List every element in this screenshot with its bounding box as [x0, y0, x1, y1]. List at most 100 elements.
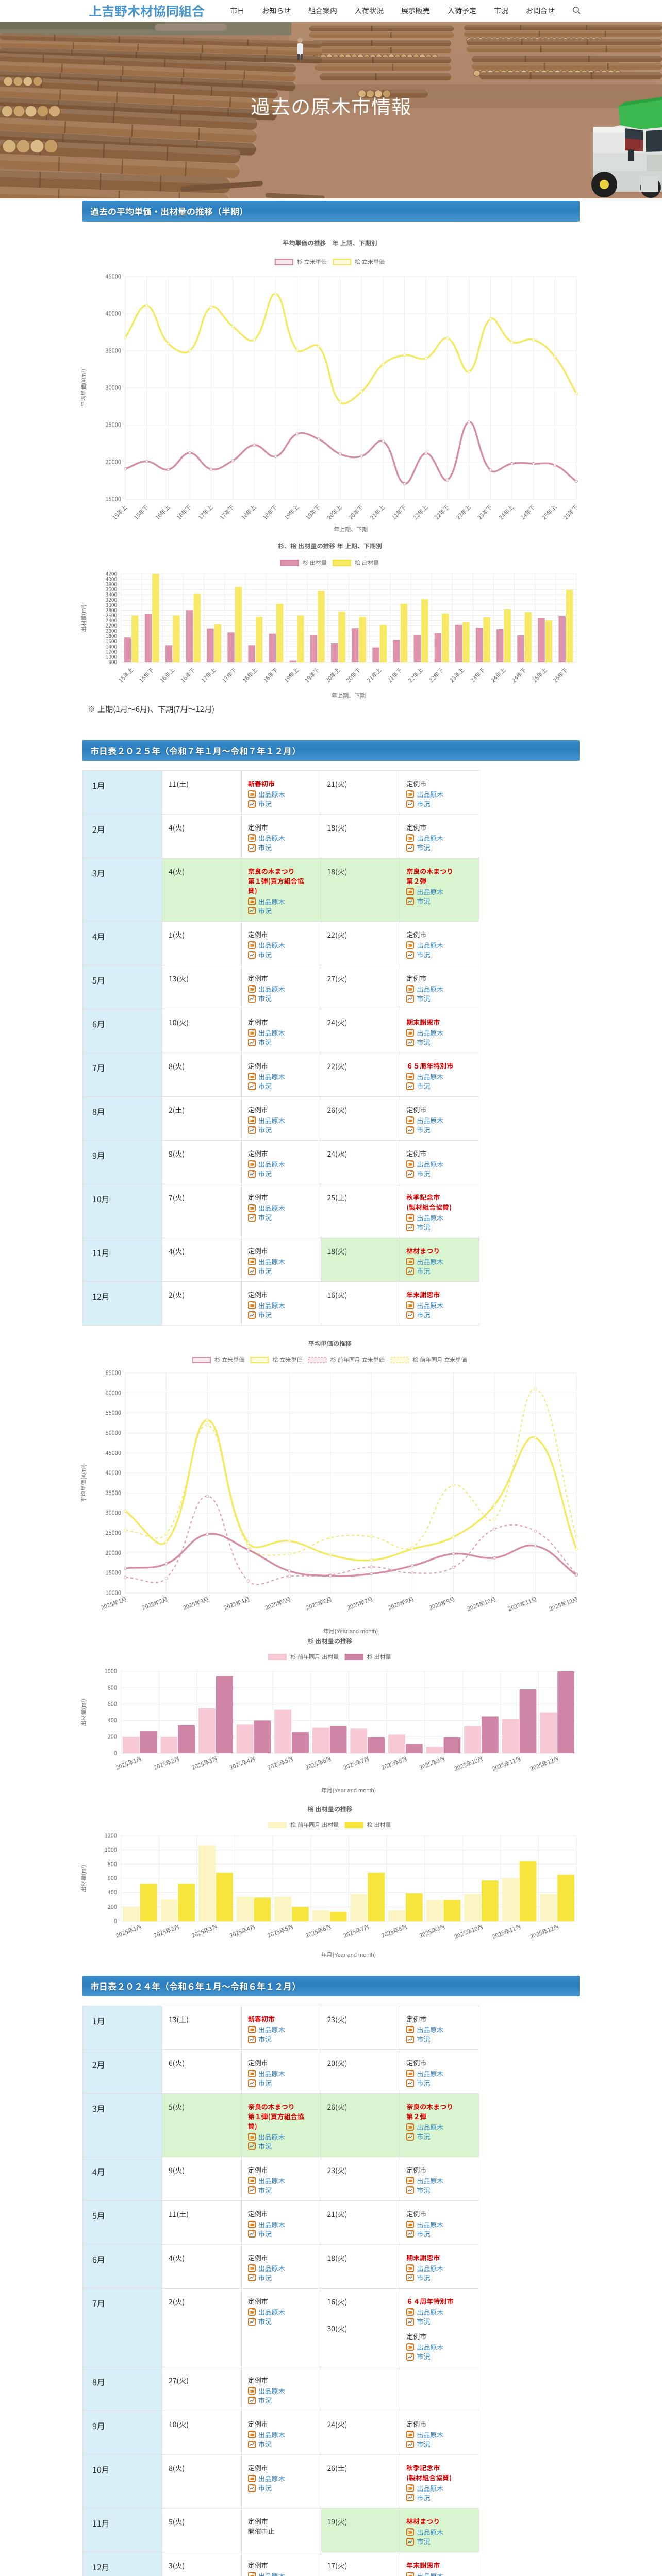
- svg-text:3800: 3800: [106, 580, 118, 588]
- svg-text:2025年10月: 2025年10月: [453, 1755, 485, 1773]
- svg-text:出材量(m³): 出材量(m³): [79, 1865, 88, 1892]
- svg-text:15000: 15000: [105, 495, 121, 503]
- svg-text:2025年5月: 2025年5月: [264, 1595, 292, 1612]
- svg-text:2025年10月: 2025年10月: [466, 1595, 498, 1613]
- svg-text:年上期、下期: 年上期、下期: [332, 691, 366, 700]
- svg-text:2025年1月: 2025年1月: [114, 1923, 143, 1940]
- svg-text:0: 0: [114, 1749, 117, 1757]
- svg-text:45000: 45000: [105, 1449, 121, 1457]
- svg-text:桧 出材量の推移: 桧 出材量の推移: [307, 1805, 352, 1814]
- svg-text:50000: 50000: [105, 1429, 121, 1437]
- svg-text:2025年7月: 2025年7月: [342, 1923, 371, 1940]
- svg-text:25年下: 25年下: [551, 666, 570, 685]
- svg-text:2025年6月: 2025年6月: [304, 1755, 333, 1772]
- svg-text:2025年3月: 2025年3月: [182, 1595, 210, 1612]
- svg-text:2025年2月: 2025年2月: [153, 1755, 181, 1772]
- svg-text:杉 出材量: 杉 出材量: [302, 558, 327, 567]
- svg-text:2025年8月: 2025年8月: [387, 1595, 415, 1612]
- svg-text:25年上: 25年上: [540, 503, 559, 522]
- svg-text:18年上: 18年上: [239, 503, 258, 522]
- svg-text:22年下: 22年下: [427, 666, 445, 685]
- svg-text:杉 出材量の推移: 杉 出材量の推移: [307, 1637, 352, 1646]
- svg-text:0: 0: [114, 1917, 117, 1925]
- svg-text:2025年10月: 2025年10月: [453, 1923, 485, 1941]
- svg-text:杉、桧 出材量の推移 年 上期、下期別: 杉、桧 出材量の推移 年 上期、下期別: [278, 541, 382, 550]
- svg-text:1000: 1000: [105, 1845, 117, 1854]
- svg-text:22年下: 22年下: [433, 503, 451, 522]
- svg-text:19年上: 19年上: [283, 503, 301, 522]
- svg-text:2025年7月: 2025年7月: [346, 1595, 374, 1612]
- svg-text:15年上: 15年上: [110, 503, 129, 522]
- svg-text:2025年2月: 2025年2月: [141, 1595, 169, 1612]
- svg-text:1000: 1000: [106, 652, 118, 660]
- svg-text:20000: 20000: [105, 458, 121, 466]
- svg-text:2025年5月: 2025年5月: [267, 1923, 295, 1940]
- svg-text:平均単価(¥/m³): 平均単価(¥/m³): [79, 369, 88, 406]
- svg-text:桧 立米単価: 桧 立米単価: [355, 258, 385, 266]
- svg-text:桧 立米単価: 桧 立米単価: [272, 1355, 302, 1364]
- svg-text:杉 前年同月 出材量: 杉 前年同月 出材量: [290, 1653, 339, 1661]
- svg-text:平均単価(¥/m³): 平均単価(¥/m³): [79, 1464, 88, 1502]
- svg-text:2025年6月: 2025年6月: [305, 1595, 333, 1612]
- svg-text:18年上: 18年上: [241, 666, 259, 685]
- svg-text:20年下: 20年下: [344, 666, 363, 685]
- svg-text:400: 400: [108, 1716, 117, 1724]
- svg-text:25年上: 25年上: [531, 666, 549, 685]
- svg-text:15000: 15000: [105, 1569, 121, 1577]
- svg-text:16年下: 16年下: [175, 503, 193, 522]
- svg-text:22年上: 22年上: [406, 666, 425, 685]
- svg-text:2025年9月: 2025年9月: [418, 1755, 446, 1772]
- svg-text:24年上: 24年上: [497, 503, 516, 522]
- svg-text:杉 前年同月 立米単価: 杉 前年同月 立米単価: [330, 1355, 385, 1364]
- svg-text:年上期、下期: 年上期、下期: [334, 525, 368, 533]
- svg-text:2025年12月: 2025年12月: [529, 1755, 560, 1773]
- svg-text:23年上: 23年上: [454, 503, 473, 522]
- svg-text:2025年9月: 2025年9月: [428, 1595, 456, 1612]
- svg-text:19年上: 19年上: [283, 666, 301, 685]
- svg-text:1800: 1800: [106, 632, 118, 639]
- svg-text:35000: 35000: [105, 1488, 121, 1497]
- svg-text:2025年4月: 2025年4月: [223, 1595, 251, 1612]
- svg-text:3600: 3600: [106, 585, 118, 593]
- svg-text:200: 200: [108, 1733, 117, 1741]
- svg-text:21年下: 21年下: [386, 666, 404, 685]
- svg-text:23年下: 23年下: [469, 666, 487, 685]
- svg-text:40000: 40000: [105, 310, 121, 318]
- svg-text:2025年1月: 2025年1月: [100, 1595, 128, 1612]
- svg-text:2600: 2600: [106, 611, 118, 619]
- svg-text:16年上: 16年上: [158, 666, 177, 685]
- svg-text:2025年11月: 2025年11月: [491, 1755, 522, 1773]
- svg-text:1000: 1000: [105, 1667, 117, 1675]
- svg-text:2025年12月: 2025年12月: [548, 1595, 580, 1613]
- svg-text:2025年3月: 2025年3月: [191, 1755, 219, 1772]
- svg-text:2025年7月: 2025年7月: [342, 1755, 371, 1772]
- svg-text:3400: 3400: [106, 590, 118, 598]
- svg-text:桧 前年同月 出材量: 桧 前年同月 出材量: [290, 1821, 339, 1829]
- svg-text:1200: 1200: [105, 1831, 117, 1839]
- svg-text:17年上: 17年上: [200, 666, 218, 685]
- svg-text:桧 出材量: 桧 出材量: [355, 558, 379, 567]
- svg-text:25000: 25000: [105, 1529, 121, 1537]
- svg-text:24年下: 24年下: [510, 666, 528, 685]
- svg-text:2025年11月: 2025年11月: [507, 1595, 538, 1613]
- svg-text:600: 600: [108, 1874, 117, 1882]
- svg-text:2025年6月: 2025年6月: [304, 1923, 333, 1940]
- svg-text:杉 立米単価: 杉 立米単価: [296, 258, 327, 266]
- svg-text:平均単価の推移: 平均単価の推移: [308, 1339, 352, 1348]
- svg-text:20000: 20000: [105, 1549, 121, 1557]
- svg-text:21年上: 21年上: [365, 666, 384, 685]
- svg-text:24年下: 24年下: [519, 503, 537, 522]
- svg-text:2025年1月: 2025年1月: [114, 1755, 143, 1772]
- svg-text:1600: 1600: [106, 637, 118, 645]
- svg-text:800: 800: [108, 1683, 117, 1691]
- svg-text:800: 800: [108, 658, 117, 666]
- svg-text:4000: 4000: [106, 575, 118, 583]
- svg-text:800: 800: [108, 1860, 117, 1868]
- svg-text:17年下: 17年下: [218, 503, 237, 522]
- svg-text:年月(Year and month): 年月(Year and month): [321, 1786, 376, 1794]
- svg-text:21年下: 21年下: [390, 503, 408, 522]
- svg-text:17年下: 17年下: [220, 666, 239, 685]
- svg-text:25年下: 25年下: [561, 503, 580, 522]
- svg-text:200: 200: [108, 1903, 117, 1911]
- svg-text:65000: 65000: [105, 1368, 121, 1377]
